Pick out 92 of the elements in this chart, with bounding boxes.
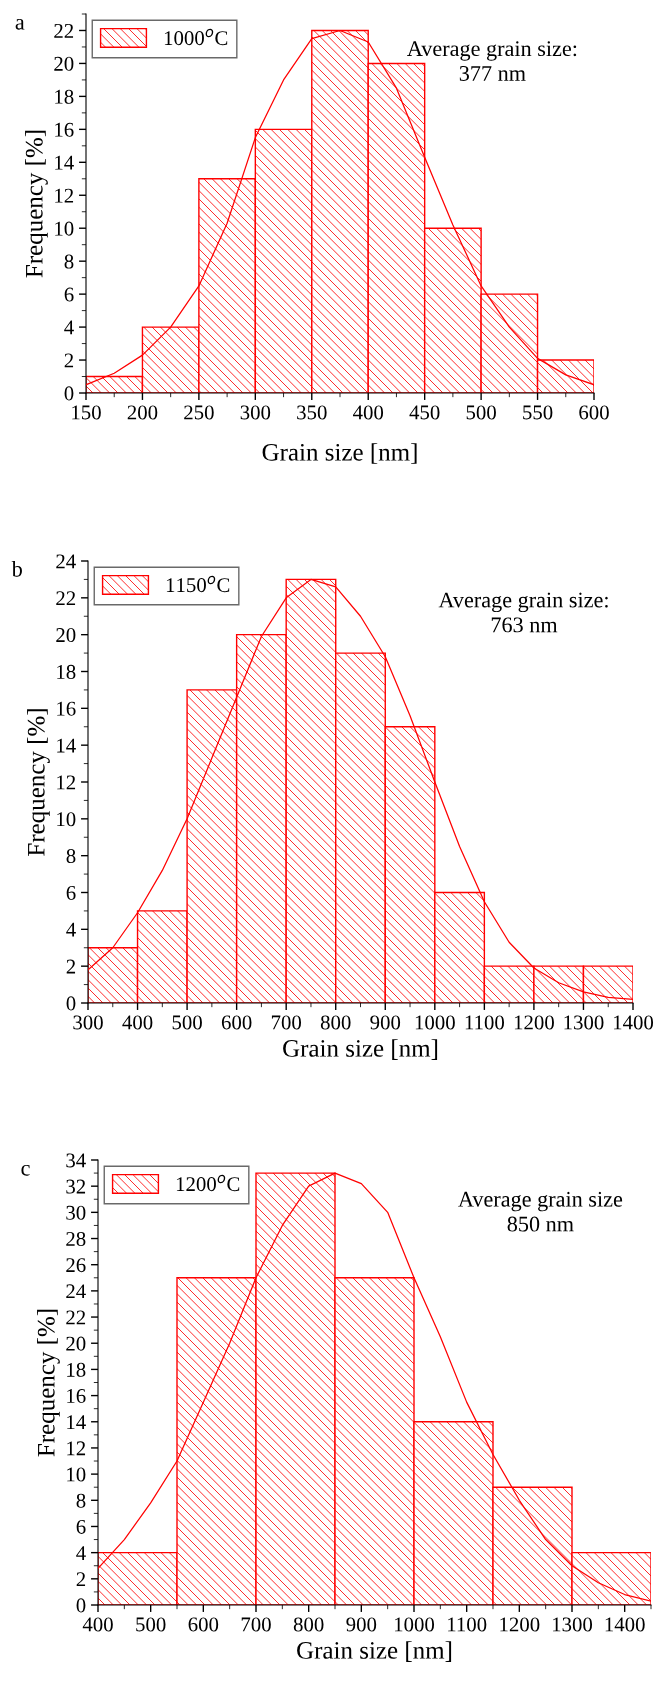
x-tick-label: 900 <box>370 1015 401 1030</box>
y-tick-label: 4 <box>64 320 74 335</box>
x-tick-label: 500 <box>172 1015 202 1030</box>
y-tick-label: 28 <box>66 1231 86 1246</box>
y-tick-label: 18 <box>57 664 76 679</box>
y-tick-label: 6 <box>64 287 74 302</box>
x-tick-label: 1200 <box>514 1015 554 1030</box>
x-tick-label: 450 <box>409 405 440 420</box>
x-tick-label: 400 <box>122 1015 153 1030</box>
x-tick-label: 600 <box>221 1015 252 1030</box>
x-tick-label: 900 <box>346 1617 377 1632</box>
y-tick-label: 4 <box>66 922 76 937</box>
x-tick-label: 1100 <box>448 1617 487 1632</box>
text: a <box>15 18 25 30</box>
x-tick-label: 150 <box>72 405 101 420</box>
y-tick-label: 20 <box>56 628 76 643</box>
x-tick-label: 300 <box>240 405 271 420</box>
x-tick-label: 1000 <box>415 1015 455 1030</box>
x-tick-label: 800 <box>320 1015 351 1030</box>
x-tick-label: 1200 <box>500 1617 540 1632</box>
annotation: Average grain size 850 nm <box>458 1191 623 1232</box>
y-tick-label: 26 <box>66 1258 86 1273</box>
y-axis-title: Frequency [%] <box>37 1309 60 1457</box>
y-tick-label: 10 <box>67 1467 86 1482</box>
text: b <box>11 561 22 577</box>
y-tick-label: 20 <box>54 56 74 71</box>
y-tick-label: 0 <box>64 386 74 401</box>
y-tick-label: 0 <box>66 996 76 1011</box>
legend-label: 1000$^{o}$C <box>164 28 228 46</box>
y-tick-label: 30 <box>66 1205 86 1220</box>
y-tick-label: 6 <box>66 885 76 900</box>
y-tick-label: 16 <box>57 701 76 716</box>
x-tick-label: 700 <box>241 1617 271 1632</box>
x-tick-label: 1000 <box>395 1617 435 1632</box>
y-tick-label: 8 <box>66 849 76 864</box>
y-tick-label: 8 <box>64 254 74 269</box>
y-tick-label: 10 <box>55 221 74 236</box>
y-tick-label: 2 <box>66 959 76 974</box>
y-tick-label: 24 <box>56 554 76 569</box>
x-tick-label: 400 <box>82 1617 113 1632</box>
y-axis-title: Frequency [%] <box>25 130 48 278</box>
x-tick-label: 500 <box>136 1617 166 1632</box>
x-tick-label: 550 <box>523 405 553 420</box>
x-tick-label: 600 <box>188 1617 219 1632</box>
x-axis-title: Grain size [nm] <box>283 1039 438 1060</box>
y-tick-label: 0 <box>76 1598 86 1613</box>
y-tick-label: 14 <box>57 738 76 753</box>
x-tick-label: 1400 <box>605 1617 645 1632</box>
x-axis-title: Grain size [nm] <box>262 443 417 464</box>
y-tick-label: 24 <box>66 1284 86 1299</box>
y-tick-label: 32 <box>66 1179 86 1194</box>
y-tick-label: 12 <box>55 188 74 203</box>
y-tick-label: 18 <box>55 89 74 104</box>
x-tick-label: 1300 <box>553 1617 593 1632</box>
x-tick-label: 1400 <box>614 1015 654 1030</box>
x-tick-label: 800 <box>293 1617 324 1632</box>
line-series <box>98 1172 651 1602</box>
y-tick-label: 22 <box>54 23 74 38</box>
x-tick-label: 350 <box>297 405 327 420</box>
y-tick-label: 20 <box>66 1336 86 1351</box>
annotation: Average grain size: 763 nm <box>438 592 608 633</box>
y-axis-title: Frequency [%] <box>27 709 50 856</box>
x-axis-title: Grain size [nm] <box>297 1641 452 1662</box>
y-tick-label: 2 <box>76 1572 86 1587</box>
y-tick-label: 22 <box>66 1310 86 1325</box>
y-tick-label: 8 <box>76 1493 86 1508</box>
x-tick-label: 400 <box>353 405 384 420</box>
legend-label: 1200$^{o}$C <box>176 1174 240 1192</box>
x-tick-label: 600 <box>579 405 609 420</box>
y-tick-label: 18 <box>67 1362 86 1377</box>
y-tick-label: 14 <box>67 1415 86 1429</box>
x-tick-label: 700 <box>271 1015 302 1030</box>
y-tick-label: 4 <box>76 1546 86 1560</box>
x-tick-label: 1300 <box>564 1015 604 1030</box>
x-tick-label: 300 <box>73 1015 103 1030</box>
x-tick-label: 500 <box>466 405 496 420</box>
annotation: Average grain size: 377 nm <box>407 41 577 81</box>
x-tick-label: 200 <box>127 405 158 420</box>
y-tick-label: 2 <box>64 353 74 368</box>
y-tick-label: 10 <box>57 812 76 827</box>
y-tick-label: 34 <box>66 1153 86 1168</box>
y-tick-label: 12 <box>67 1441 86 1456</box>
y-tick-label: 14 <box>55 155 74 170</box>
y-tick-label: 12 <box>57 775 76 790</box>
y-tick-label: 16 <box>67 1389 86 1404</box>
text: c <box>21 1164 30 1176</box>
y-tick-label: 22 <box>56 591 76 606</box>
y-tick-label: 16 <box>55 122 74 137</box>
x-tick-label: 1100 <box>465 1015 505 1030</box>
y-tick-label: 6 <box>76 1519 86 1534</box>
legend-label: 1150$^{o}$C <box>166 575 230 593</box>
x-tick-label: 250 <box>184 405 214 420</box>
